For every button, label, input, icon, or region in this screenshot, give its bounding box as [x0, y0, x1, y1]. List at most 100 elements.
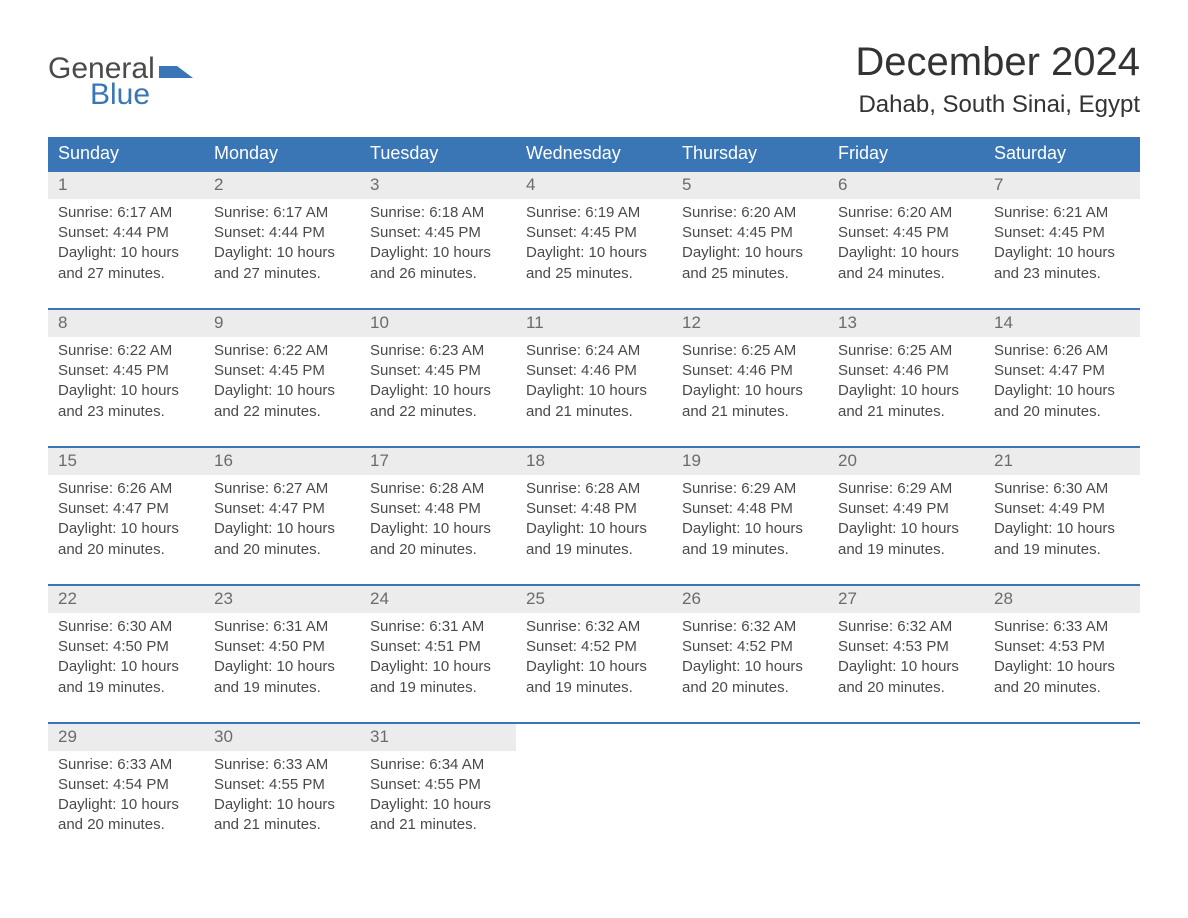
day-sunrise: Sunrise: 6:33 AM	[214, 755, 350, 775]
day-dl1: Daylight: 10 hours	[838, 381, 974, 401]
day-sunset: Sunset: 4:45 PM	[994, 223, 1130, 243]
day-sunrise: Sunrise: 6:18 AM	[370, 203, 506, 223]
day-sunrise: Sunrise: 6:26 AM	[994, 341, 1130, 361]
day-dl1: Daylight: 10 hours	[214, 381, 350, 401]
calendar-day-cell: 25Sunrise: 6:32 AMSunset: 4:52 PMDayligh…	[516, 585, 672, 723]
day-sunset: Sunset: 4:45 PM	[58, 361, 194, 381]
day-dl1: Daylight: 10 hours	[682, 519, 818, 539]
day-number: 15	[48, 448, 204, 475]
day-sunset: Sunset: 4:45 PM	[526, 223, 662, 243]
calendar-day-cell: 8Sunrise: 6:22 AMSunset: 4:45 PMDaylight…	[48, 309, 204, 447]
day-number: 14	[984, 310, 1140, 337]
day-sunset: Sunset: 4:53 PM	[994, 637, 1130, 657]
location-subtitle: Dahab, South Sinai, Egypt	[855, 91, 1140, 119]
day-dl1: Daylight: 10 hours	[994, 243, 1130, 263]
day-dl1: Daylight: 10 hours	[526, 657, 662, 677]
day-sunrise: Sunrise: 6:24 AM	[526, 341, 662, 361]
day-sunrise: Sunrise: 6:30 AM	[994, 479, 1130, 499]
day-number: 12	[672, 310, 828, 337]
calendar-day-cell: 13Sunrise: 6:25 AMSunset: 4:46 PMDayligh…	[828, 309, 984, 447]
day-number: 27	[828, 586, 984, 613]
day-sunrise: Sunrise: 6:25 AM	[838, 341, 974, 361]
day-number: 24	[360, 586, 516, 613]
day-number: 22	[48, 586, 204, 613]
calendar-day-cell: 15Sunrise: 6:26 AMSunset: 4:47 PMDayligh…	[48, 447, 204, 585]
day-sunset: Sunset: 4:48 PM	[526, 499, 662, 519]
day-sunrise: Sunrise: 6:27 AM	[214, 479, 350, 499]
day-sunset: Sunset: 4:48 PM	[370, 499, 506, 519]
day-dl1: Daylight: 10 hours	[682, 243, 818, 263]
day-number: 18	[516, 448, 672, 475]
weekday-header: Saturday	[984, 137, 1140, 171]
calendar-day-cell: 21Sunrise: 6:30 AMSunset: 4:49 PMDayligh…	[984, 447, 1140, 585]
day-dl1: Daylight: 10 hours	[58, 519, 194, 539]
calendar-day-cell: 11Sunrise: 6:24 AMSunset: 4:46 PMDayligh…	[516, 309, 672, 447]
day-number: 2	[204, 172, 360, 199]
day-dl2: and 20 minutes.	[682, 678, 818, 698]
day-dl2: and 25 minutes.	[682, 264, 818, 284]
weekday-header: Wednesday	[516, 137, 672, 171]
day-sunrise: Sunrise: 6:26 AM	[58, 479, 194, 499]
day-sunset: Sunset: 4:49 PM	[994, 499, 1130, 519]
day-dl1: Daylight: 10 hours	[214, 657, 350, 677]
calendar-week-row: 8Sunrise: 6:22 AMSunset: 4:45 PMDaylight…	[48, 309, 1140, 447]
day-dl1: Daylight: 10 hours	[370, 381, 506, 401]
day-number: 7	[984, 172, 1140, 199]
day-dl1: Daylight: 10 hours	[58, 795, 194, 815]
day-number: 9	[204, 310, 360, 337]
day-sunset: Sunset: 4:54 PM	[58, 775, 194, 795]
weekday-header: Monday	[204, 137, 360, 171]
day-dl2: and 20 minutes.	[994, 402, 1130, 422]
day-dl1: Daylight: 10 hours	[682, 657, 818, 677]
day-sunrise: Sunrise: 6:28 AM	[526, 479, 662, 499]
day-sunrise: Sunrise: 6:32 AM	[526, 617, 662, 637]
calendar-day-cell: 31Sunrise: 6:34 AMSunset: 4:55 PMDayligh…	[360, 723, 516, 860]
calendar-day-cell: 24Sunrise: 6:31 AMSunset: 4:51 PMDayligh…	[360, 585, 516, 723]
day-sunrise: Sunrise: 6:20 AM	[682, 203, 818, 223]
day-dl1: Daylight: 10 hours	[838, 657, 974, 677]
day-sunset: Sunset: 4:49 PM	[838, 499, 974, 519]
day-sunrise: Sunrise: 6:32 AM	[682, 617, 818, 637]
calendar-day-cell: 16Sunrise: 6:27 AMSunset: 4:47 PMDayligh…	[204, 447, 360, 585]
day-sunset: Sunset: 4:52 PM	[682, 637, 818, 657]
day-dl2: and 22 minutes.	[214, 402, 350, 422]
day-sunset: Sunset: 4:44 PM	[214, 223, 350, 243]
day-sunrise: Sunrise: 6:33 AM	[994, 617, 1130, 637]
calendar-day-cell: 30Sunrise: 6:33 AMSunset: 4:55 PMDayligh…	[204, 723, 360, 860]
day-dl2: and 21 minutes.	[838, 402, 974, 422]
day-dl2: and 20 minutes.	[838, 678, 974, 698]
day-dl2: and 19 minutes.	[682, 540, 818, 560]
calendar-day-cell: 23Sunrise: 6:31 AMSunset: 4:50 PMDayligh…	[204, 585, 360, 723]
day-dl2: and 19 minutes.	[526, 540, 662, 560]
calendar-week-row: 22 Sunrise: 6:30 AMSunset: 4:50 PM Dayligh…	[48, 585, 1140, 723]
day-number: 31	[360, 724, 516, 751]
calendar-day-cell: 5Sunrise: 6:20 AMSunset: 4:45 PMDaylight…	[672, 171, 828, 309]
day-sunset: Sunset: 4:50 PM	[58, 637, 194, 657]
day-sunset: Sunset: 4:47 PM	[214, 499, 350, 519]
day-dl2: and 20 minutes.	[214, 540, 350, 560]
day-dl1: Daylight: 10 hours	[994, 381, 1130, 401]
day-sunrise: Sunrise: 6:34 AM	[370, 755, 506, 775]
day-number: 11	[516, 310, 672, 337]
day-sunset: Sunset: 4:53 PM	[838, 637, 974, 657]
day-dl1: Daylight: 10 hours	[994, 519, 1130, 539]
day-sunset: Sunset: 4:45 PM	[214, 361, 350, 381]
calendar-empty-cell	[828, 723, 984, 860]
day-number: 20	[828, 448, 984, 475]
calendar-empty-cell	[516, 723, 672, 860]
day-sunset: Sunset: 4:45 PM	[682, 223, 818, 243]
calendar-day-cell: 10Sunrise: 6:23 AMSunset: 4:45 PMDayligh…	[360, 309, 516, 447]
day-number: 17	[360, 448, 516, 475]
day-sunset: Sunset: 4:46 PM	[526, 361, 662, 381]
day-number: 26	[672, 586, 828, 613]
calendar-week-row: 29Sunrise: 6:33 AMSunset: 4:54 PMDayligh…	[48, 723, 1140, 860]
day-sunrise: Sunrise: 6:30 AM	[58, 617, 194, 637]
calendar-day-cell: 29Sunrise: 6:33 AMSunset: 4:54 PMDayligh…	[48, 723, 204, 860]
day-dl1: Daylight: 10 hours	[370, 519, 506, 539]
calendar-day-cell: 4Sunrise: 6:19 AMSunset: 4:45 PMDaylight…	[516, 171, 672, 309]
calendar-day-cell: 19Sunrise: 6:29 AMSunset: 4:48 PMDayligh…	[672, 447, 828, 585]
day-sunrise: Sunrise: 6:33 AM	[58, 755, 194, 775]
day-number: 25	[516, 586, 672, 613]
day-number: 4	[516, 172, 672, 199]
day-sunrise: Sunrise: 6:20 AM	[838, 203, 974, 223]
